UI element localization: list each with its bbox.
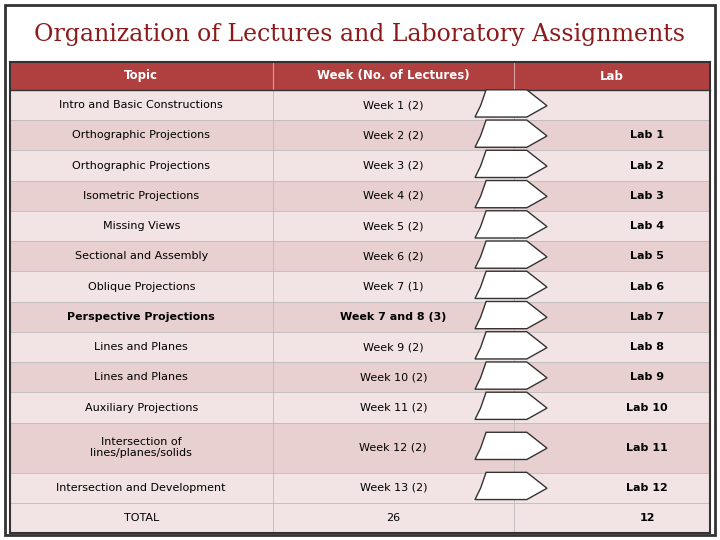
Text: Week 5 (2): Week 5 (2) bbox=[363, 221, 423, 231]
Text: Week 2 (2): Week 2 (2) bbox=[363, 130, 423, 140]
Bar bbox=[10, 302, 710, 332]
Text: Lab 12: Lab 12 bbox=[626, 483, 668, 492]
Text: Isometric Projections: Isometric Projections bbox=[84, 191, 199, 201]
Bar bbox=[10, 503, 710, 533]
Text: Week 1 (2): Week 1 (2) bbox=[363, 100, 423, 110]
Polygon shape bbox=[475, 362, 547, 389]
Polygon shape bbox=[475, 271, 547, 299]
Polygon shape bbox=[475, 301, 547, 329]
Bar bbox=[10, 423, 710, 472]
Text: Sectional and Assembly: Sectional and Assembly bbox=[75, 251, 208, 261]
Bar bbox=[10, 241, 710, 272]
Text: Orthographic Projections: Orthographic Projections bbox=[72, 160, 210, 171]
Bar bbox=[10, 332, 710, 362]
Text: Week 12 (2): Week 12 (2) bbox=[359, 443, 427, 453]
Bar bbox=[10, 151, 710, 181]
Text: Week 4 (2): Week 4 (2) bbox=[363, 191, 423, 201]
Text: Perspective Projections: Perspective Projections bbox=[68, 312, 215, 322]
Text: Lab 8: Lab 8 bbox=[630, 342, 665, 352]
Text: Lab 2: Lab 2 bbox=[630, 160, 665, 171]
Text: Week 6 (2): Week 6 (2) bbox=[363, 251, 423, 261]
Text: Week 7 (1): Week 7 (1) bbox=[363, 281, 423, 292]
Text: Week 3 (2): Week 3 (2) bbox=[363, 160, 423, 171]
Text: Lab 1: Lab 1 bbox=[630, 130, 665, 140]
Polygon shape bbox=[475, 180, 547, 208]
Text: Lab 4: Lab 4 bbox=[630, 221, 665, 231]
Text: Lab 7: Lab 7 bbox=[630, 312, 665, 322]
Polygon shape bbox=[475, 90, 547, 117]
Text: Orthographic Projections: Orthographic Projections bbox=[72, 130, 210, 140]
Bar bbox=[10, 90, 710, 120]
Polygon shape bbox=[475, 241, 547, 268]
Bar bbox=[10, 181, 710, 211]
Bar bbox=[10, 362, 710, 393]
Bar bbox=[10, 120, 710, 151]
Text: Week 10 (2): Week 10 (2) bbox=[359, 372, 427, 382]
Text: Topic: Topic bbox=[125, 70, 158, 83]
Bar bbox=[10, 272, 710, 302]
Text: Lab 10: Lab 10 bbox=[626, 402, 668, 413]
Text: Week (No. of Lectures): Week (No. of Lectures) bbox=[317, 70, 469, 83]
Polygon shape bbox=[475, 472, 547, 500]
Text: TOTAL: TOTAL bbox=[124, 513, 159, 523]
Text: Organization of Lectures and Laboratory Assignments: Organization of Lectures and Laboratory … bbox=[35, 24, 685, 46]
Bar bbox=[10, 211, 710, 241]
Text: Intro and Basic Constructions: Intro and Basic Constructions bbox=[59, 100, 223, 110]
Text: Lab: Lab bbox=[600, 70, 624, 83]
Text: 12: 12 bbox=[639, 513, 655, 523]
Polygon shape bbox=[475, 120, 547, 147]
Text: Lines and Planes: Lines and Planes bbox=[94, 372, 188, 382]
Text: Lab 6: Lab 6 bbox=[630, 281, 665, 292]
Text: Intersection and Development: Intersection and Development bbox=[56, 483, 226, 492]
Text: Lab 3: Lab 3 bbox=[630, 191, 665, 201]
Text: Oblique Projections: Oblique Projections bbox=[88, 281, 195, 292]
Text: Auxiliary Projections: Auxiliary Projections bbox=[85, 402, 198, 413]
Text: Lab 11: Lab 11 bbox=[626, 443, 668, 453]
Bar bbox=[10, 472, 710, 503]
Text: Week 13 (2): Week 13 (2) bbox=[359, 483, 427, 492]
Text: Lab 9: Lab 9 bbox=[630, 372, 665, 382]
Text: 26: 26 bbox=[386, 513, 400, 523]
Text: Week 9 (2): Week 9 (2) bbox=[363, 342, 423, 352]
Text: Week 11 (2): Week 11 (2) bbox=[359, 402, 427, 413]
Text: Missing Views: Missing Views bbox=[102, 221, 180, 231]
Bar bbox=[10, 393, 710, 423]
Polygon shape bbox=[475, 211, 547, 238]
Polygon shape bbox=[475, 433, 547, 460]
Polygon shape bbox=[475, 392, 547, 420]
Polygon shape bbox=[475, 150, 547, 178]
Text: Lab 5: Lab 5 bbox=[630, 251, 665, 261]
Text: Lines and Planes: Lines and Planes bbox=[94, 342, 188, 352]
Text: Week 7 and 8 (3): Week 7 and 8 (3) bbox=[340, 312, 446, 322]
Bar bbox=[10, 62, 710, 90]
Polygon shape bbox=[475, 332, 547, 359]
Text: Intersection of
lines/planes/solids: Intersection of lines/planes/solids bbox=[90, 437, 192, 458]
